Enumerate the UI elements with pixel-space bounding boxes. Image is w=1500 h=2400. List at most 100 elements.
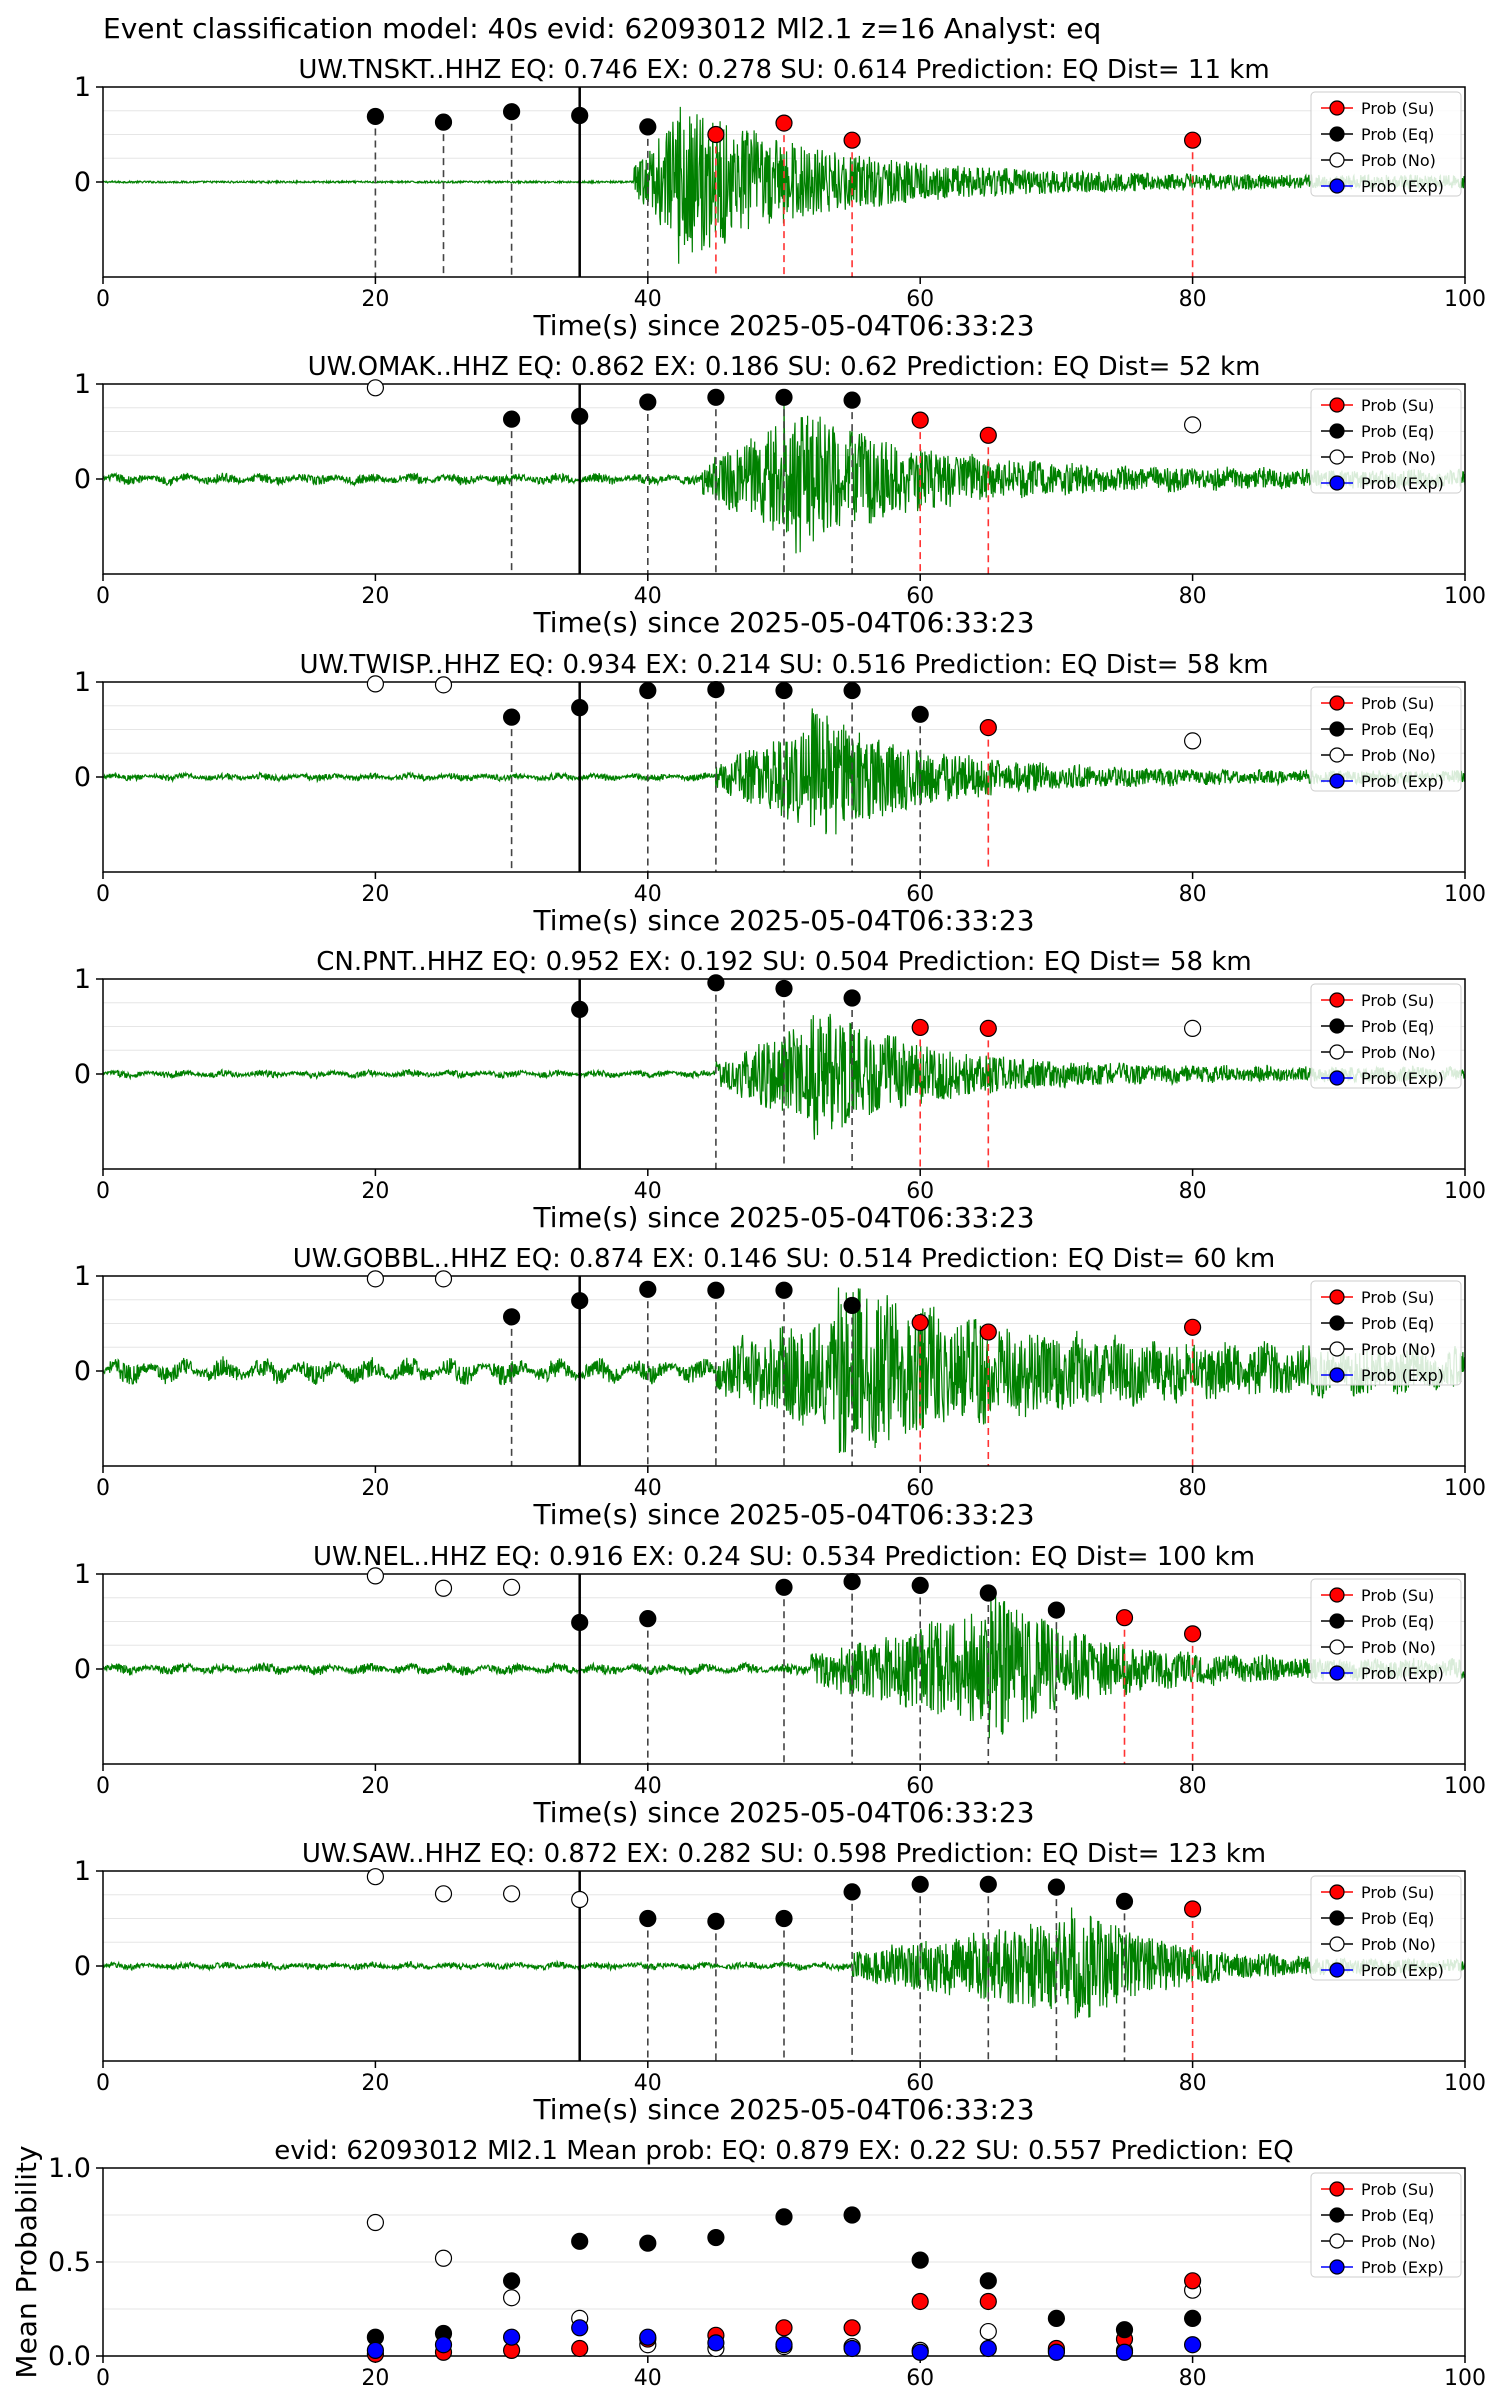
legend-marker-su [1329, 2181, 1345, 2197]
legend-label: Prob (No) [1361, 151, 1436, 170]
point-su [1183, 1318, 1202, 1336]
x-axis-label: Time(s) since 2025-05-04T06:33:23 [532, 309, 1034, 342]
panel-title: UW.TNSKT..HHZ EQ: 0.746 EX: 0.278 SU: 0.… [298, 55, 1269, 85]
legend-label: Prob (Su) [1361, 991, 1434, 1010]
x-tick-label: 20 [361, 1774, 389, 1799]
legend-label: Prob (Exp) [1361, 772, 1444, 791]
panel-title: UW.GOBBL..HHZ EQ: 0.874 EX: 0.146 SU: 0.… [293, 1244, 1275, 1274]
point-eq [775, 979, 793, 998]
x-tick-label: 100 [1444, 1774, 1486, 1799]
x-axis-label: Time(s) since 2025-05-04T06:33:23 [532, 904, 1034, 937]
point-exp [707, 2334, 725, 2352]
y-tick-label: 1.0 [48, 2153, 91, 2184]
legend-marker-eq [1329, 1018, 1345, 1034]
point-no [434, 1885, 453, 1903]
panel-2: UW.OMAK..HHZ EQ: 0.862 EX: 0.186 SU: 0.6… [74, 352, 1486, 639]
point-eq [571, 1000, 589, 1019]
y-tick-label: 0 [74, 1654, 91, 1685]
legend-box [1310, 983, 1462, 1089]
point-eq [707, 974, 725, 992]
x-tick-label: 40 [634, 584, 662, 609]
point-su [571, 2339, 589, 2358]
legend-box [1310, 1875, 1462, 1981]
legend-label: Prob (Su) [1361, 694, 1434, 713]
x-tick-label: 0 [96, 2071, 110, 2096]
point-no [1183, 1019, 1202, 1038]
panel-6: UW.NEL..HHZ EQ: 0.916 EX: 0.24 SU: 0.534… [74, 1542, 1486, 1829]
waveform-trace [103, 1287, 1465, 1454]
legend-label: Prob (Exp) [1361, 1664, 1444, 1683]
panel-title: UW.TWISP..HHZ EQ: 0.934 EX: 0.214 SU: 0.… [299, 650, 1268, 680]
point-no [434, 1579, 453, 1597]
legend-label: Prob (No) [1361, 2232, 1436, 2251]
legend-marker-no [1329, 152, 1345, 168]
x-tick-label: 0 [96, 2366, 110, 2391]
point-eq [1047, 1878, 1066, 1896]
point-su [775, 2319, 793, 2337]
point-no [366, 1270, 384, 1288]
point-no [979, 2322, 997, 2341]
y-tick-label: 1 [74, 369, 91, 400]
y-tick-label: 0 [74, 1356, 91, 1387]
point-su [911, 1018, 929, 1037]
legend-label: Prob (Exp) [1361, 2258, 1444, 2277]
legend-marker-exp [1329, 1070, 1345, 1086]
x-axis-label: Time(s) since 2025-05-04T06:33:23 [532, 1201, 1034, 1234]
x-tick-label: 100 [1444, 1179, 1486, 1204]
x-tick-label: 60 [906, 1774, 934, 1799]
legend-marker-exp [1329, 1665, 1345, 1681]
figure-suptitle: Event classification model: 40s evid: 62… [103, 12, 1101, 45]
legend-marker-exp [1329, 1962, 1345, 1978]
legend-label: Prob (No) [1361, 1340, 1436, 1359]
legend-marker-su [1329, 1289, 1345, 1305]
legend: Prob (Su) Prob (Eq) Prob (No) Prob (Exp) [1310, 1578, 1462, 1684]
x-tick-label: 100 [1444, 287, 1486, 312]
panel-title: UW.NEL..HHZ EQ: 0.916 EX: 0.24 SU: 0.534… [313, 1542, 1255, 1572]
point-su [979, 1323, 997, 1341]
x-tick-label: 100 [1444, 2071, 1486, 2096]
legend-box [1310, 91, 1462, 197]
legend-marker-su [1329, 397, 1345, 413]
point-eq [911, 1875, 929, 1893]
point-eq [707, 1912, 725, 1930]
panel-3: UW.TWISP..HHZ EQ: 0.934 EX: 0.214 SU: 0.… [74, 650, 1486, 937]
legend-box [1310, 686, 1462, 792]
point-no [434, 2249, 453, 2267]
point-exp [639, 2328, 657, 2346]
legend-marker-no [1329, 1936, 1345, 1952]
point-su [1183, 2272, 1202, 2290]
point-su [707, 125, 725, 144]
panel-8: evid: 62093012 Ml2.1 Mean prob: EQ: 0.87… [10, 2136, 1486, 2391]
point-eq [843, 2206, 861, 2224]
legend-label: Prob (Su) [1361, 2180, 1434, 2199]
legend-box [1310, 388, 1462, 494]
point-eq [503, 1308, 521, 1326]
point-no [366, 1868, 384, 1886]
legend: Prob (Su) Prob (Eq) Prob (No) Prob (Exp) [1310, 388, 1462, 494]
x-tick-label: 20 [361, 287, 389, 312]
legend-marker-exp [1329, 2259, 1345, 2275]
point-no [1183, 416, 1202, 434]
point-no [503, 2289, 521, 2307]
x-tick-label: 100 [1444, 882, 1486, 907]
panel-title: UW.OMAK..HHZ EQ: 0.862 EX: 0.186 SU: 0.6… [308, 352, 1261, 382]
legend-marker-no [1329, 747, 1345, 763]
point-eq [979, 1875, 997, 1893]
legend-label: Prob (Exp) [1361, 177, 1444, 196]
x-tick-label: 100 [1444, 584, 1486, 609]
x-tick-label: 20 [361, 1476, 389, 1501]
x-tick-label: 100 [1444, 2366, 1486, 2391]
point-eq [503, 410, 521, 428]
legend-label: Prob (Eq) [1361, 1017, 1434, 1036]
legend-label: Prob (Exp) [1361, 1366, 1444, 1385]
point-exp [979, 2339, 997, 2358]
legend-label: Prob (No) [1361, 448, 1436, 467]
y-tick-label: 1 [74, 1856, 91, 1887]
point-eq [639, 118, 657, 136]
point-su [979, 718, 997, 737]
y-tick-label: 1 [74, 1261, 91, 1292]
legend-marker-no [1329, 2233, 1345, 2249]
legend-marker-eq [1329, 126, 1345, 142]
point-eq [1047, 1601, 1066, 1619]
